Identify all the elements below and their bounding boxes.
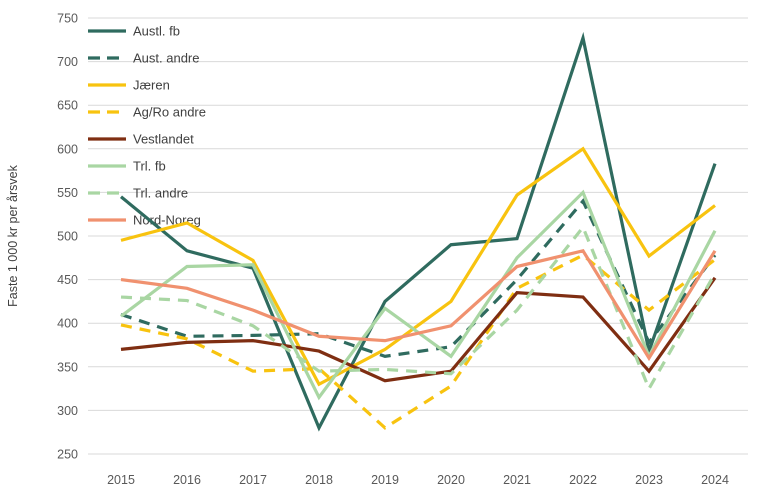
legend-item-aust-andre: Aust. andre bbox=[88, 51, 200, 66]
legend-label-trl-fb: Trl. fb bbox=[133, 159, 166, 174]
series-line-vestlandet bbox=[120, 276, 717, 383]
x-tick-label: 2017 bbox=[239, 473, 267, 487]
legend-label-ag-ro-andre: Ag/Ro andre bbox=[133, 105, 206, 120]
legend-label-trl-andre: Trl. andre bbox=[133, 186, 188, 201]
y-tick-label: 450 bbox=[57, 273, 78, 287]
legend-item-j-ren: Jæren bbox=[88, 78, 170, 93]
legend-item-ag-ro-andre: Ag/Ro andre bbox=[88, 105, 206, 120]
x-tick-label: 2018 bbox=[305, 473, 333, 487]
y-tick-label: 700 bbox=[57, 55, 78, 69]
y-tick-label: 350 bbox=[57, 360, 78, 374]
y-tick-label: 250 bbox=[57, 448, 78, 462]
x-tick-label: 2015 bbox=[107, 473, 135, 487]
x-tick-label: 2023 bbox=[635, 473, 663, 487]
legend-item-trl-fb: Trl. fb bbox=[88, 159, 166, 174]
x-tick-label: 2020 bbox=[437, 473, 465, 487]
series-line-austl-fb bbox=[119, 31, 717, 432]
x-tick-label: 2022 bbox=[569, 473, 597, 487]
legend-item-trl-andre: Trl. andre bbox=[88, 186, 188, 201]
y-tick-label: 300 bbox=[57, 404, 78, 418]
y-tick-label: 400 bbox=[57, 317, 78, 331]
legend-label-aust-andre: Aust. andre bbox=[133, 51, 200, 66]
series-line-trl-andre bbox=[120, 224, 717, 393]
x-tick-label: 2019 bbox=[371, 473, 399, 487]
legend-item-vestlandet: Vestlandet bbox=[88, 132, 194, 147]
series-line-j-ren bbox=[120, 146, 716, 387]
legend-label-austl-fb: Austl. fb bbox=[133, 24, 180, 39]
y-tick-label: 750 bbox=[57, 12, 78, 26]
y-tick-label: 600 bbox=[57, 142, 78, 156]
x-tick-label: 2016 bbox=[173, 473, 201, 487]
legend-label-j-ren: Jæren bbox=[133, 78, 170, 93]
legend-label-vestlandet: Vestlandet bbox=[133, 132, 194, 147]
y-tick-label: 650 bbox=[57, 99, 78, 113]
y-axis-title: Faste 1 000 kr per årsvek bbox=[6, 164, 20, 306]
legend-item-austl-fb: Austl. fb bbox=[88, 24, 180, 39]
y-tick-label: 550 bbox=[57, 186, 78, 200]
x-tick-label: 2024 bbox=[701, 473, 729, 487]
y-tick-label: 500 bbox=[57, 230, 78, 244]
x-tick-label: 2021 bbox=[503, 473, 531, 487]
series-line-nord-noreg bbox=[120, 248, 717, 362]
series-line-ag-ro-andre bbox=[120, 253, 716, 430]
